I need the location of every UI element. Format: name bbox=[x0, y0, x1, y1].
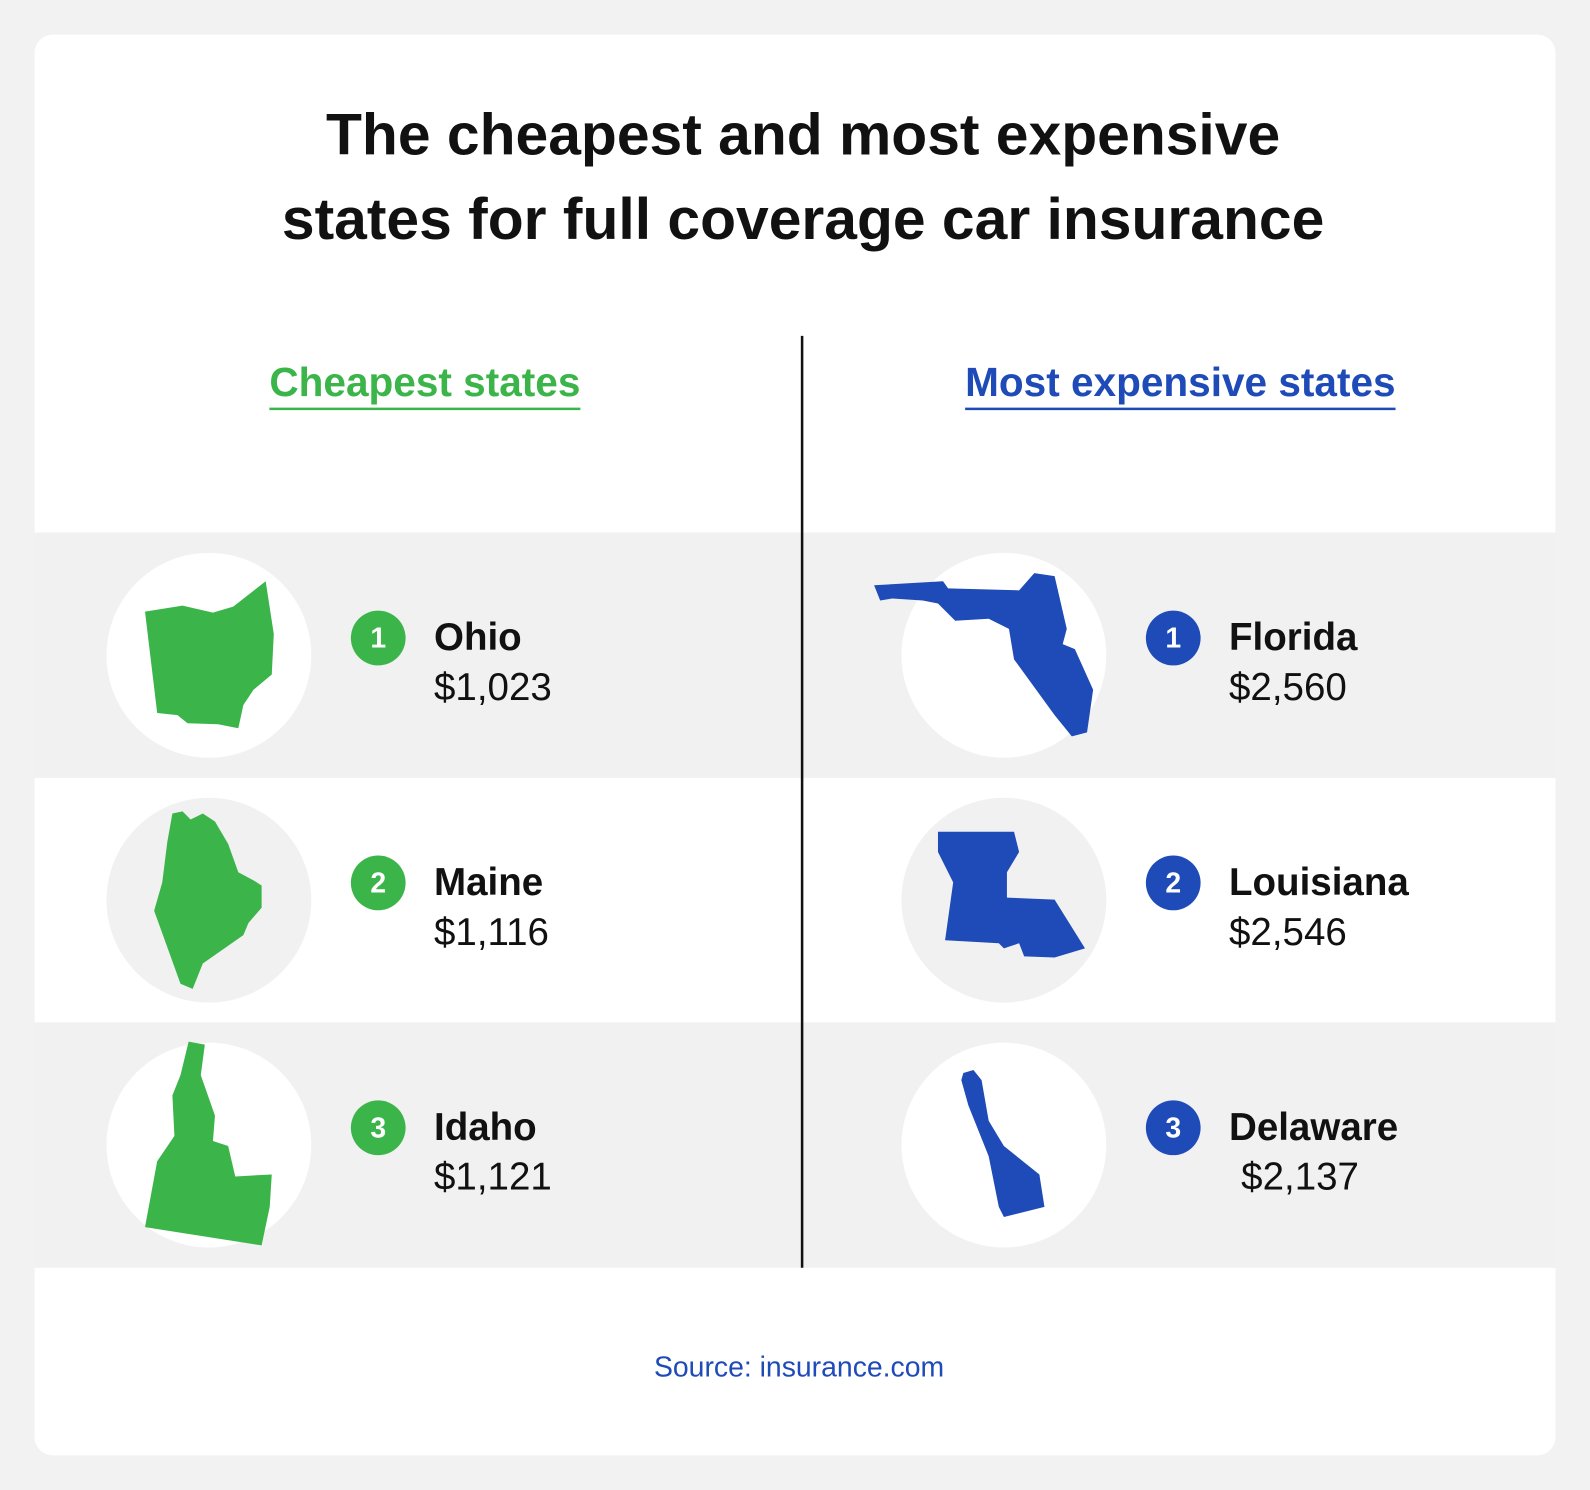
state-name: Louisiana bbox=[1229, 861, 1409, 904]
state-name: Idaho bbox=[434, 1106, 537, 1149]
column-heading: Most expensive states bbox=[965, 359, 1395, 405]
state-name: Delaware bbox=[1229, 1106, 1398, 1149]
title: states for full coverage car insurance bbox=[282, 187, 1324, 252]
rank-number: 1 bbox=[370, 623, 386, 655]
rank-badge bbox=[350, 855, 406, 911]
state-shape bbox=[145, 581, 274, 729]
rank-number: 3 bbox=[370, 1112, 386, 1144]
state-shape bbox=[961, 1069, 1045, 1218]
state-price: $2,546 bbox=[1229, 911, 1347, 954]
state-name: Maine bbox=[434, 861, 543, 904]
column-heading: Cheapest states bbox=[269, 359, 580, 405]
state-name: Florida bbox=[1229, 616, 1358, 659]
rank-number: 1 bbox=[1165, 623, 1181, 655]
rank-badge bbox=[350, 1100, 406, 1156]
rank-badge bbox=[1145, 610, 1201, 666]
state-price: $1,116 bbox=[434, 911, 549, 954]
rank-number: 2 bbox=[1165, 867, 1181, 899]
state-price: $2,137 bbox=[1241, 1156, 1359, 1199]
map-circle bbox=[901, 1042, 1107, 1248]
state-price: $2,560 bbox=[1229, 666, 1347, 709]
state-shape bbox=[145, 1041, 272, 1246]
source: Source: insurance.com bbox=[654, 1352, 944, 1384]
rank-badge bbox=[1145, 855, 1201, 911]
title: The cheapest and most expensive bbox=[326, 103, 1280, 168]
rank-badge bbox=[1145, 1100, 1201, 1156]
rank-number: 3 bbox=[1165, 1112, 1181, 1144]
state-price: $1,023 bbox=[434, 666, 552, 709]
rank-badge bbox=[350, 610, 406, 666]
state-shape bbox=[937, 831, 1086, 958]
state-shape bbox=[874, 573, 1094, 737]
rank-number: 2 bbox=[370, 867, 386, 899]
state-shape bbox=[154, 811, 262, 989]
state-name: Ohio bbox=[434, 616, 522, 659]
state-price: $1,121 bbox=[434, 1156, 552, 1199]
